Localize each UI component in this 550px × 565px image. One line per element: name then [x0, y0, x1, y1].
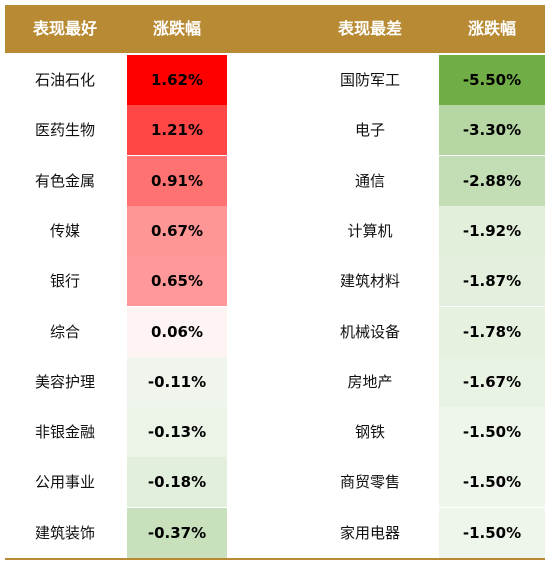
best-industry-name: 非银金融 [34, 423, 95, 442]
best-change-value: 1.62% [127, 55, 227, 105]
worst-change-value: -1.78% [439, 306, 545, 357]
best-industry-name: 建筑装饰 [34, 523, 95, 542]
best-industry-name: 医药生物 [34, 121, 95, 140]
table-row: 非银金融 -0.13% 钢铁 -1.50% [5, 407, 545, 458]
table-row: 综合 0.06% 机械设备 -1.78% [5, 306, 545, 357]
worst-change-value: -1.92% [439, 205, 545, 256]
best-change-value: 0.91% [127, 155, 227, 206]
worst-industry-name: 房地产 [347, 372, 393, 391]
best-industry-name: 有色金属 [34, 171, 95, 190]
table-row: 医药生物 1.21% 电子 -3.30% [5, 105, 545, 156]
worst-change-value: -1.67% [439, 356, 545, 407]
worst-change-value: -2.88% [439, 155, 545, 206]
worst-industry-name: 建筑材料 [339, 272, 400, 291]
best-change-value: 1.21% [127, 105, 227, 156]
best-industry-name: 综合 [49, 322, 80, 341]
worst-change-value: -3.30% [439, 105, 545, 156]
table-bottom-border [5, 558, 545, 560]
worst-change-value: -1.50% [439, 407, 545, 458]
best-industry-name: 石油石化 [34, 71, 95, 89]
table-row: 传媒 0.67% 计算机 -1.92% [5, 205, 545, 256]
header-worst-change: 涨跌幅 [467, 19, 516, 38]
table-row: 有色金属 0.91% 通信 -2.88% [5, 155, 545, 206]
worst-industry-name: 电子 [354, 121, 385, 140]
worst-industry-name: 国防军工 [339, 71, 400, 89]
worst-industry-name: 计算机 [347, 221, 393, 240]
best-industry-name: 银行 [49, 272, 80, 291]
best-change-value: -0.18% [127, 457, 227, 508]
best-industry-name: 公用事业 [34, 473, 95, 492]
header-best-label: 表现最好 [32, 19, 97, 38]
best-change-value: 0.67% [127, 205, 227, 256]
worst-industry-name: 商贸零售 [339, 473, 400, 492]
best-change-value: 0.06% [127, 306, 227, 357]
worst-change-value: -1.50% [439, 507, 545, 558]
worst-industry-name: 家用电器 [339, 523, 400, 542]
table-row: 石油石化 1.62% 国防军工 -5.50% [5, 55, 545, 105]
worst-change-value: -5.50% [439, 55, 545, 105]
worst-industry-name: 通信 [354, 171, 385, 190]
worst-change-value: -1.87% [439, 256, 545, 307]
table-row: 美容护理 -0.11% 房地产 -1.67% [5, 356, 545, 407]
best-change-value: -0.11% [127, 356, 227, 407]
table-header: 表现最好 涨跌幅 表现最差 涨跌幅 [5, 5, 545, 53]
best-change-value: 0.65% [127, 256, 227, 307]
table-row: 公用事业 -0.18% 商贸零售 -1.50% [5, 457, 545, 508]
header-worst-label: 表现最差 [337, 19, 402, 38]
header-best-change: 涨跌幅 [152, 19, 201, 38]
table-row: 建筑装饰 -0.37% 家用电器 -1.50% [5, 507, 545, 558]
worst-change-value: -1.50% [439, 457, 545, 508]
table-row: 银行 0.65% 建筑材料 -1.87% [5, 256, 545, 307]
worst-industry-name: 钢铁 [354, 423, 385, 442]
best-change-value: -0.37% [127, 507, 227, 558]
best-industry-name: 传媒 [49, 221, 80, 240]
worst-industry-name: 机械设备 [339, 322, 400, 341]
best-industry-name: 美容护理 [34, 372, 95, 391]
best-change-value: -0.13% [127, 407, 227, 458]
